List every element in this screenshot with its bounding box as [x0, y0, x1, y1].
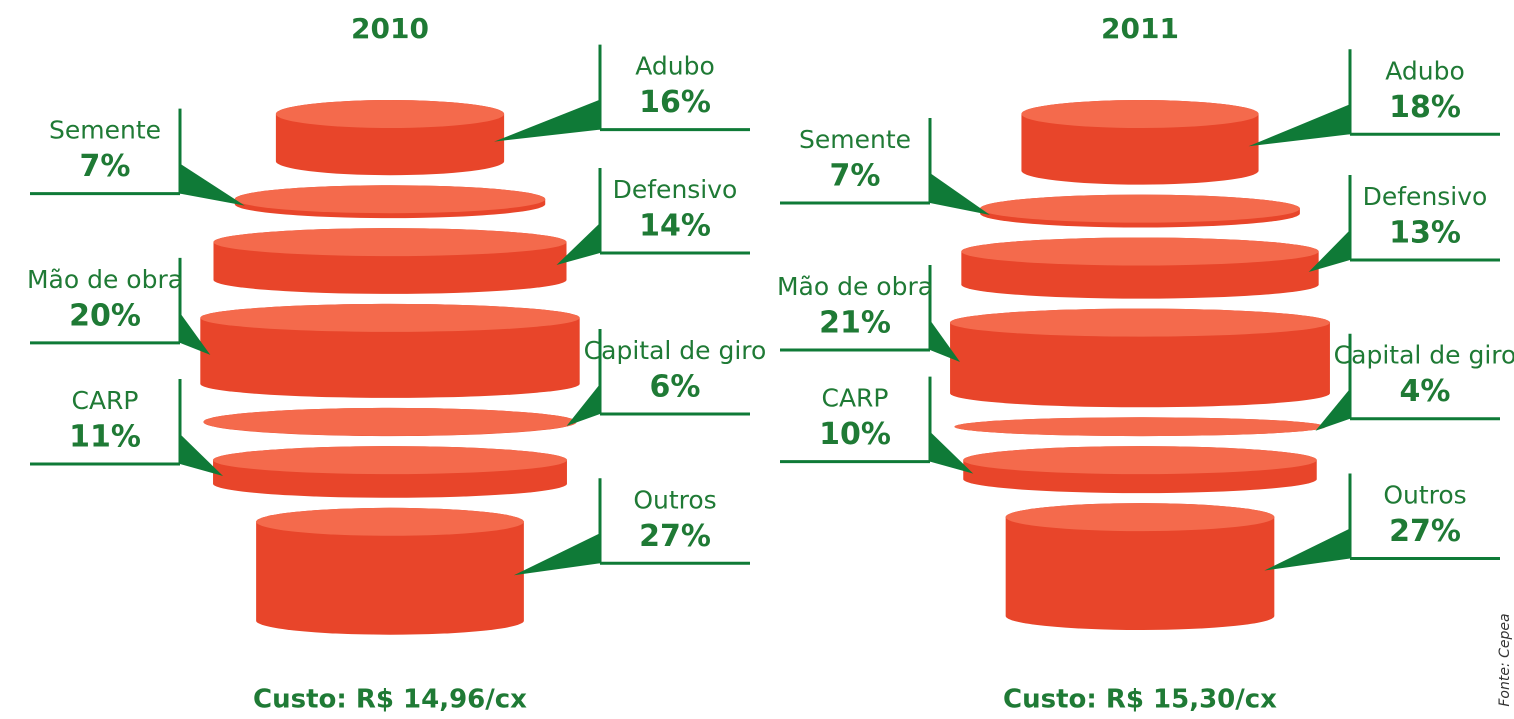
chart-title: 2010	[351, 12, 429, 45]
pointer	[1264, 528, 1350, 571]
value-label: 11%	[69, 419, 141, 454]
chart-title: 2011	[1101, 12, 1179, 45]
slice-face	[200, 303, 580, 332]
value-label: 20%	[69, 298, 141, 333]
chart-footer: Custo: R$ 14,96/cx	[253, 685, 527, 715]
value-label: 27%	[1389, 514, 1461, 549]
pointer	[494, 99, 600, 142]
pointer	[180, 163, 245, 206]
slice-face	[234, 185, 546, 214]
category-label: Outros	[1383, 481, 1466, 510]
value-label: 7%	[80, 149, 131, 184]
category-label: Adubo	[1385, 56, 1465, 85]
slice-face	[1005, 503, 1275, 532]
slice-face	[950, 308, 1330, 337]
slice-face	[954, 417, 1326, 437]
category-label: Capital de giro	[1334, 341, 1514, 370]
value-label: 13%	[1389, 216, 1461, 251]
category-label: Defensivo	[1363, 182, 1488, 211]
category-label: Semente	[49, 116, 161, 145]
value-label: 16%	[639, 85, 711, 120]
pointer	[930, 173, 991, 216]
slice-face	[275, 100, 505, 128]
slice	[1005, 503, 1275, 631]
category-label: Semente	[799, 125, 911, 154]
pointer	[180, 312, 211, 355]
category-label: Outros	[633, 485, 716, 514]
value-label: 21%	[819, 305, 891, 340]
pointer	[1315, 388, 1350, 431]
slice-face	[961, 237, 1319, 266]
pointer	[556, 223, 600, 265]
slice-face	[963, 446, 1317, 475]
category-label: CARP	[821, 384, 888, 413]
slice	[256, 507, 524, 635]
slice-face	[213, 228, 567, 257]
source: Fonte: Cepea	[1497, 613, 1513, 706]
category-label: Adubo	[635, 52, 715, 81]
slice-face	[203, 407, 577, 436]
category-label: Defensivo	[613, 175, 738, 204]
slice-face	[980, 194, 1300, 223]
value-label: 7%	[830, 159, 881, 194]
pointer	[930, 319, 961, 362]
category-label: Mão de obra	[27, 265, 183, 294]
pointer	[566, 384, 600, 426]
pointer	[180, 433, 224, 476]
value-label: 4%	[1400, 374, 1451, 409]
chart-footer: Custo: R$ 15,30/cx	[1003, 685, 1277, 715]
pointer	[513, 533, 600, 576]
pointer	[1308, 230, 1350, 273]
category-label: Mão de obra	[777, 272, 933, 301]
pointer	[930, 431, 974, 474]
value-label: 10%	[819, 417, 891, 452]
slice-face	[256, 507, 524, 536]
value-label: 18%	[1389, 90, 1461, 125]
value-label: 6%	[650, 370, 701, 405]
value-label: 14%	[639, 209, 711, 244]
pointer	[1248, 104, 1350, 147]
category-label: CARP	[71, 386, 138, 415]
value-label: 27%	[639, 519, 711, 554]
category-label: Capital de giro	[584, 336, 767, 365]
slice-face	[213, 446, 567, 475]
slice-face	[1021, 100, 1259, 128]
